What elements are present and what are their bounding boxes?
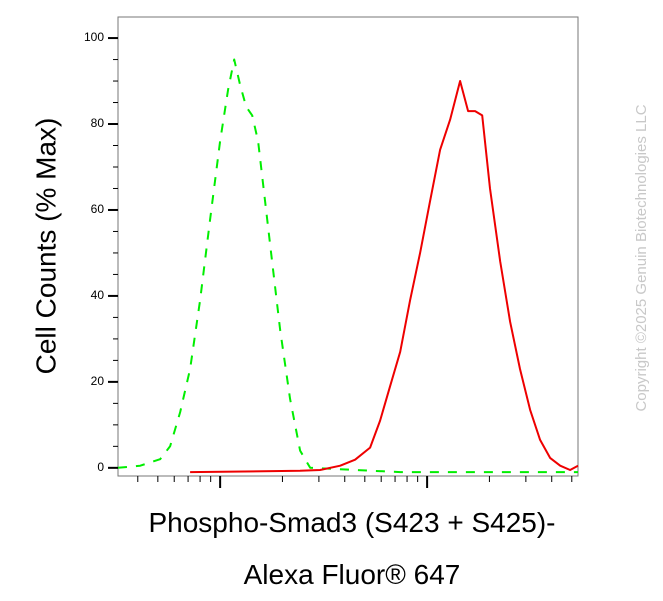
watermark: Copyright ©2025 Genuin Biotechnologies L…	[633, 104, 650, 411]
histogram-line	[117, 58, 578, 474]
y-axis-label: Cell Counts (% Max)	[30, 118, 61, 375]
y-tick-label: 60	[91, 202, 105, 216]
y-tick-label: 80	[91, 116, 105, 130]
x-axis-label: Alexa Fluor® 647	[244, 559, 461, 590]
histogram-line	[190, 80, 579, 474]
y-tick-label: 40	[91, 288, 105, 302]
plot-frame	[117, 16, 579, 477]
x-axis-label: Phospho-Smad3 (S423 + S425)-	[148, 507, 555, 538]
y-tick-label: 20	[91, 374, 105, 388]
y-tick-label: 0	[97, 460, 104, 474]
y-tick-label: 100	[84, 30, 104, 44]
